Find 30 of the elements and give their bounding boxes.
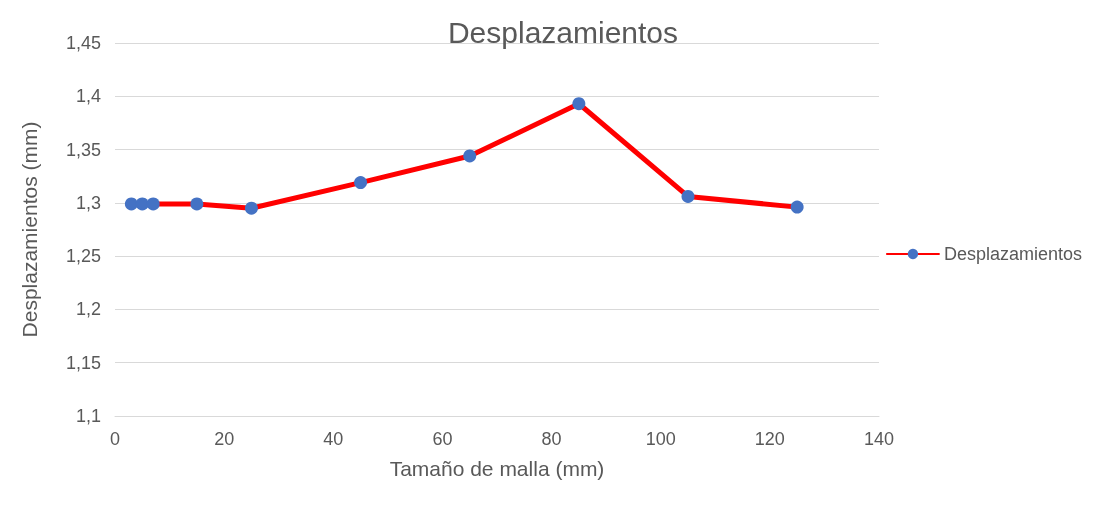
y-tick-label: 1,1 <box>75 406 101 426</box>
x-tick-label: 40 <box>323 429 344 449</box>
x-tick-label: 120 <box>754 429 785 449</box>
y-tick-label: 1,2 <box>75 299 101 320</box>
y-tick-label: 1,4 <box>75 86 101 107</box>
y-tick-label: 1,25 <box>65 246 101 267</box>
x-tick-label: 60 <box>432 429 453 449</box>
x-tick-label: 20 <box>214 429 235 449</box>
x-axis-title: Tamaño de malla (mm) <box>389 457 605 480</box>
point <box>190 197 204 211</box>
chart-title: Desplazamientos <box>447 15 679 49</box>
x-tick-label: 0 <box>109 429 121 449</box>
y-tick-label: 1,35 <box>65 139 101 160</box>
point <box>790 200 804 214</box>
x-tick-label: 100 <box>645 429 676 449</box>
y-axis-title: Desplazamientos (mm) <box>18 121 41 338</box>
y-tick-label: 1,45 <box>65 33 101 53</box>
x-tick-label: 80 <box>541 429 562 449</box>
point <box>135 197 149 211</box>
point <box>681 189 695 203</box>
point <box>572 97 586 111</box>
point <box>354 176 368 190</box>
y-tick-label: 1,3 <box>75 192 101 213</box>
point <box>244 201 258 215</box>
point <box>146 197 160 211</box>
x-tick-label: 140 <box>863 429 895 449</box>
legend-label: Desplazamientos <box>943 244 1083 264</box>
y-tick-label: 1,15 <box>65 352 101 373</box>
point <box>463 149 477 163</box>
point <box>124 197 138 211</box>
